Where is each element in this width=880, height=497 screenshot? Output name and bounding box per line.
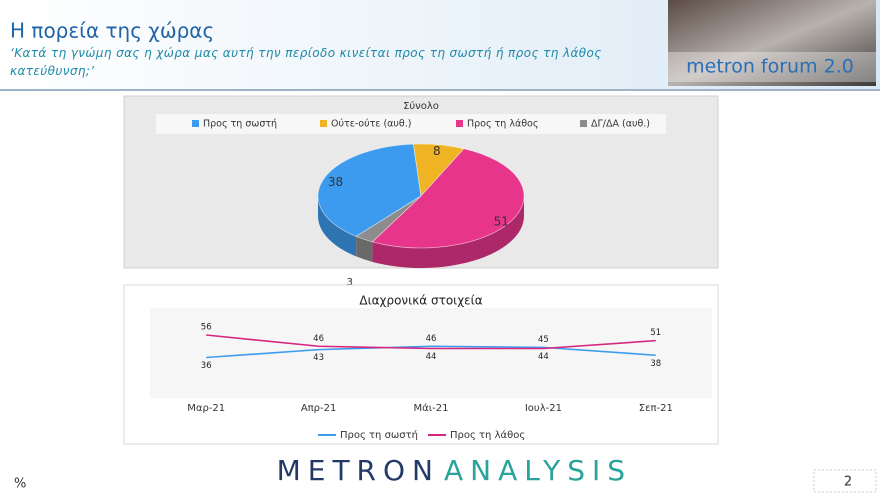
value-label: 45 <box>538 335 549 345</box>
pie-slice <box>355 195 422 243</box>
value-label: 43 <box>313 353 324 363</box>
pie-side <box>356 236 373 262</box>
pie-legend-box <box>156 114 666 134</box>
value-label: 44 <box>538 352 549 362</box>
page-box <box>813 469 877 493</box>
slide-subtitle: ‘Κατά τη γνώμη σας η χώρα μας αυτή την π… <box>10 46 602 78</box>
x-tick-label: Απρ-21 <box>301 403 337 414</box>
value-label: 3 <box>347 277 353 288</box>
slide-title: Η πορεία της χώρας <box>10 19 214 43</box>
series-line <box>206 345 656 359</box>
pie-slice <box>317 143 422 237</box>
value-label: 44 <box>426 352 437 362</box>
pie-chart: Σύνολο Προς τη σωστή Ούτε-ούτε (αυθ.) Προς … <box>192 100 650 288</box>
x-tick-label: Μάι-21 <box>414 402 449 414</box>
logo-band <box>668 52 876 82</box>
value-label: 8 <box>433 144 441 158</box>
pie-slice <box>371 148 525 249</box>
brand-a: METRON <box>277 454 440 487</box>
value-label: 51 <box>494 215 509 229</box>
x-tick-label: Μαρ-21 <box>187 403 225 414</box>
legend-label: Προς τη λάθος <box>467 119 538 130</box>
value-label: 56 <box>201 323 212 333</box>
legend-swatch <box>320 120 327 127</box>
x-tick-label: Σεπ-21 <box>639 403 673 414</box>
legend-swatch <box>456 120 463 127</box>
value-label: 38 <box>328 175 343 189</box>
series-line <box>206 334 656 350</box>
logo-image <box>668 0 876 86</box>
value-label: 46 <box>313 334 324 344</box>
legend-label: Ούτε-ούτε (αυθ.) <box>331 119 411 130</box>
value-label: 36 <box>201 361 212 371</box>
legend-label: Προς τη σωστή <box>340 429 418 441</box>
value-label: 51 <box>650 328 661 338</box>
legend-swatch <box>580 120 587 127</box>
legend-label: ΔΓ/ΔΑ (αυθ.) <box>591 119 650 130</box>
unit-note: % <box>14 477 26 492</box>
legend-label: Προς τη λάθος <box>450 429 525 441</box>
x-tick-label: Ιουλ-21 <box>525 403 562 414</box>
pie-side <box>372 196 524 269</box>
line-chart: Διαχρονικά στοιχεία Μαρ-21 Απρ-21 Μάι-21 Ιου… <box>187 294 673 442</box>
value-label: 38 <box>650 359 661 369</box>
brand-b: ANALYSIS <box>444 454 632 487</box>
legend-swatch <box>192 120 199 127</box>
legend-label: Προς τη σωστή <box>203 119 277 130</box>
chart-title: Σύνολο <box>403 100 439 112</box>
value-label: 46 <box>426 334 437 344</box>
page-number: 2 <box>844 475 852 490</box>
logo-text: metron forum 2.0 <box>686 56 854 78</box>
subtitle-box: ‘Κατά τη γνώμη σας η χώρα μας αυτή την π… <box>10 46 602 78</box>
chart-title: Διαχρονικά στοιχεία <box>359 294 482 308</box>
